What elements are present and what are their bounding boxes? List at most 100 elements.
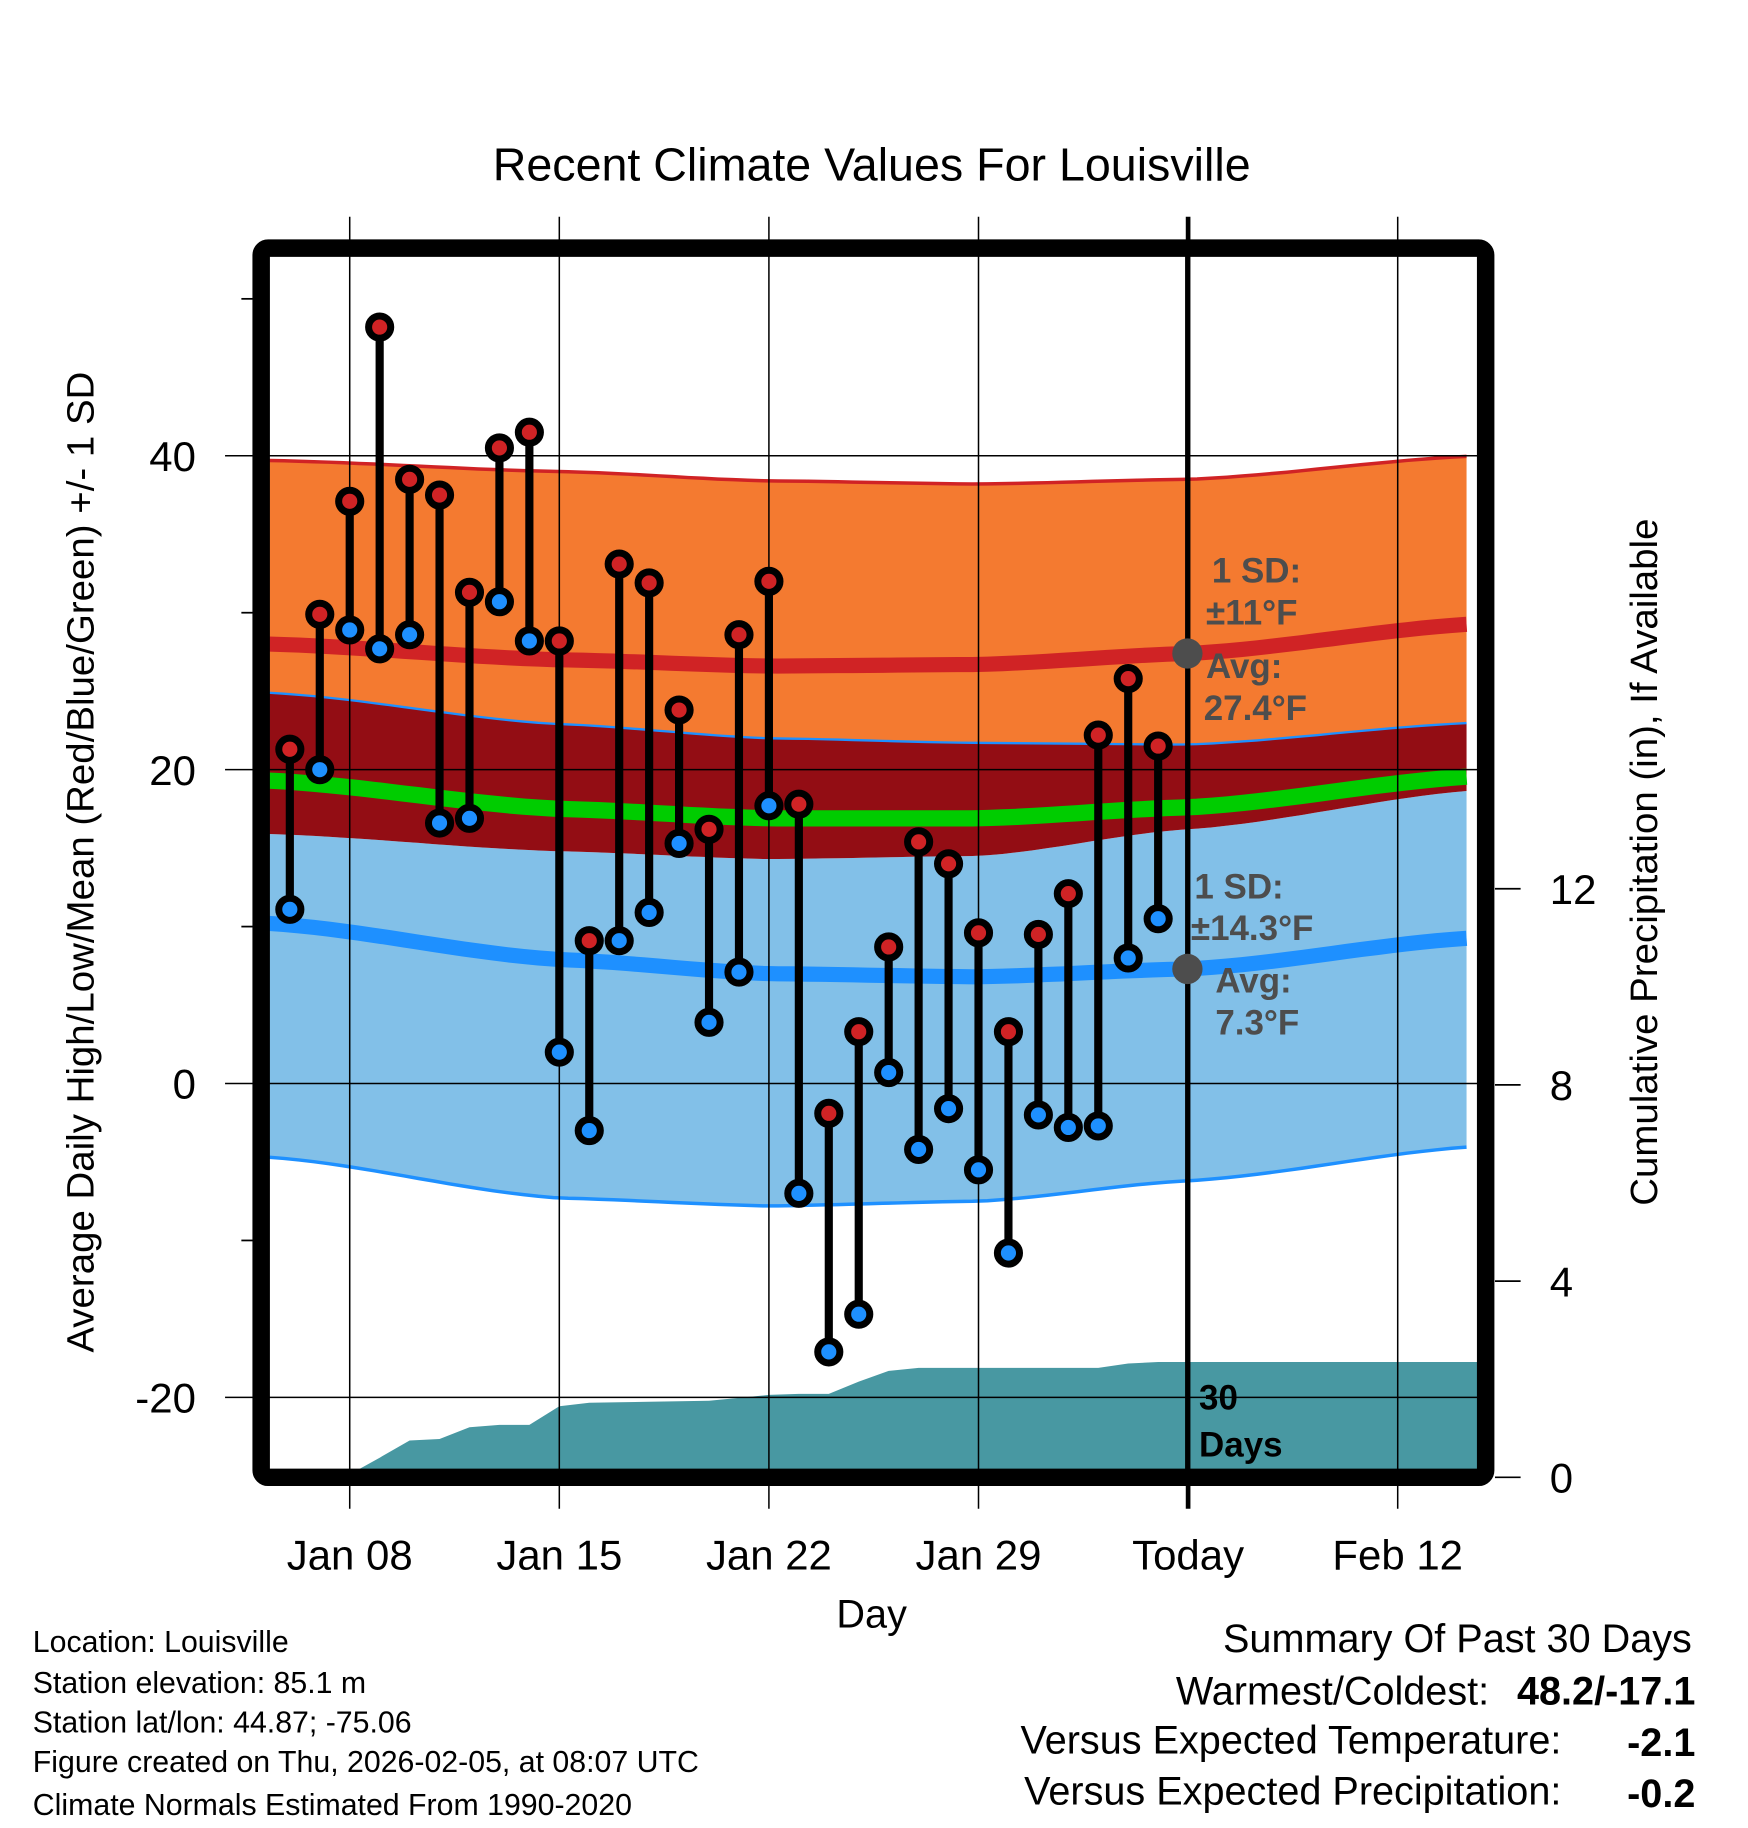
daily-high-point	[335, 486, 365, 516]
x-tick-label: Jan 15	[496, 1531, 622, 1578]
daily-low-point	[844, 1299, 874, 1329]
footer-location: Location: Louisville	[33, 1626, 289, 1659]
daily-high-point	[275, 734, 305, 764]
high-sd-band	[269, 456, 1467, 745]
low-sd-value: ±14.3°F	[1191, 909, 1314, 948]
daily-low-point	[335, 615, 365, 645]
daily-high-point	[484, 433, 514, 463]
daily-low-point	[1023, 1100, 1053, 1130]
daily-low-point	[963, 1155, 994, 1185]
daily-low-point	[784, 1178, 814, 1208]
daily-high-point	[814, 1098, 844, 1128]
daily-high-point	[395, 464, 425, 494]
y2-tick-label: 4	[1550, 1258, 1573, 1305]
daily-low-point	[454, 803, 485, 833]
daily-high-point	[1023, 919, 1053, 949]
daily-high-point	[1053, 879, 1083, 909]
footer-created: Figure created on Thu, 2026-02-05, at 08…	[33, 1746, 699, 1779]
low-mean-line	[269, 915, 1468, 985]
grid-lines	[225, 216, 1478, 1509]
daily-high-point	[574, 926, 604, 956]
daily-high-point	[604, 549, 634, 579]
y2-tick-label: 8	[1550, 1062, 1573, 1109]
daily-high-point	[874, 932, 904, 962]
daily-high-point	[963, 918, 994, 948]
daily-low-point	[574, 1116, 604, 1146]
chart-title: Recent Climate Values For Louisville	[493, 139, 1251, 191]
y2-axis-ticks: 12 8 4 0	[1494, 866, 1596, 1501]
daily-low-point	[634, 897, 664, 928]
y-axis-label: Average Daily High/Low/Mean (Red/Blue/Gr…	[59, 372, 102, 1353]
y-tick-label: -20	[135, 1375, 196, 1422]
x-tick-label: Jan 08	[287, 1531, 413, 1578]
today-low-avg-dot	[1172, 953, 1203, 985]
high-sd-value: ±11°F	[1206, 593, 1297, 632]
daily-high-point	[754, 566, 784, 596]
footer-normals: Climate Normals Estimated From 1990-2020	[33, 1789, 632, 1822]
daily-high-point	[1113, 664, 1143, 694]
daily-low-point	[1113, 943, 1143, 973]
y2-axis-label: Cumulative Precipitation (in), If Availa…	[1623, 519, 1666, 1206]
y-tick-label: 40	[149, 433, 196, 480]
daily-high-point	[1083, 720, 1113, 750]
daily-low-point	[754, 791, 784, 821]
daily-low-point	[544, 1037, 574, 1067]
precip-days-number: 30	[1199, 1379, 1238, 1418]
daily-low-point	[424, 808, 455, 838]
daily-low-point	[904, 1134, 934, 1164]
daily-low-point	[934, 1094, 964, 1124]
x-tick-label: Jan 22	[706, 1531, 832, 1578]
daily-marks	[275, 312, 1203, 1367]
daily-high-point	[544, 626, 574, 656]
daily-low-point	[724, 957, 754, 987]
daily-high-point	[424, 480, 455, 510]
footer-info: Location: Louisville Station elevation: …	[33, 1626, 699, 1822]
daily-low-point	[874, 1057, 904, 1088]
low-sd-label: 1 SD:	[1194, 867, 1283, 906]
daily-high-point	[694, 814, 724, 844]
x-tick-label: Jan 29	[916, 1531, 1042, 1578]
low-minus-sd-line	[269, 1145, 1467, 1208]
daily-low-point	[604, 926, 634, 956]
y2-tick-label: 0	[1550, 1454, 1573, 1501]
plot-frame	[252, 239, 1495, 1487]
high-avg-label: Avg:	[1206, 647, 1282, 686]
x-tick-label: Today	[1132, 1531, 1244, 1578]
x-axis-ticks: Jan 08 Jan 15 Jan 22 Jan 29 Today Feb 12	[287, 1531, 1463, 1578]
daily-high-point	[993, 1017, 1024, 1047]
y-axis-ticks: 40 20 0 -20	[135, 297, 254, 1422]
x-tick-label: Feb 12	[1332, 1531, 1463, 1578]
daily-low-point	[814, 1337, 844, 1367]
daily-low-point	[395, 620, 425, 650]
daily-high-point	[934, 849, 964, 879]
low-sd-band	[269, 790, 1467, 1206]
footer-elevation: Station elevation: 85.1 m	[33, 1667, 366, 1700]
daily-low-point	[1143, 904, 1173, 934]
warmest-coldest-value: 48.2/-17.1	[1517, 1670, 1695, 1714]
y-tick-label: 0	[173, 1061, 196, 1108]
daily-high-point	[305, 599, 335, 629]
daily-low-point	[484, 587, 514, 617]
low-avg-value: 7.3°F	[1215, 1004, 1299, 1043]
daily-high-point	[844, 1017, 874, 1047]
y-tick-label: 20	[149, 747, 196, 794]
high-avg-value: 27.4°F	[1204, 689, 1307, 728]
daily-low-point	[694, 1007, 724, 1037]
high-sd-label: 1 SD:	[1212, 552, 1301, 591]
temp-anomaly-label: Versus Expected Temperature:	[1020, 1718, 1561, 1762]
daily-high-point	[365, 312, 395, 342]
overlap-band	[269, 692, 1467, 860]
summary-title: Summary Of Past 30 Days	[1223, 1617, 1692, 1661]
daily-low-point	[993, 1238, 1024, 1268]
precip-area	[359, 1362, 1478, 1470]
x-axis-label: Day	[836, 1593, 907, 1637]
summary-panel: Summary Of Past 30 Days Warmest/Coldest:…	[1020, 1617, 1695, 1816]
daily-low-point	[305, 755, 335, 785]
warmest-coldest-label: Warmest/Coldest:	[1176, 1670, 1489, 1714]
daily-high-point	[664, 695, 694, 725]
daily-low-point	[1053, 1112, 1083, 1143]
daily-low-point	[365, 634, 395, 664]
annotations: 1 SD: ±11°F Avg: 27.4°F 1 SD: ±14.3°F Av…	[1191, 552, 1314, 1465]
daily-high-point	[1143, 731, 1173, 761]
